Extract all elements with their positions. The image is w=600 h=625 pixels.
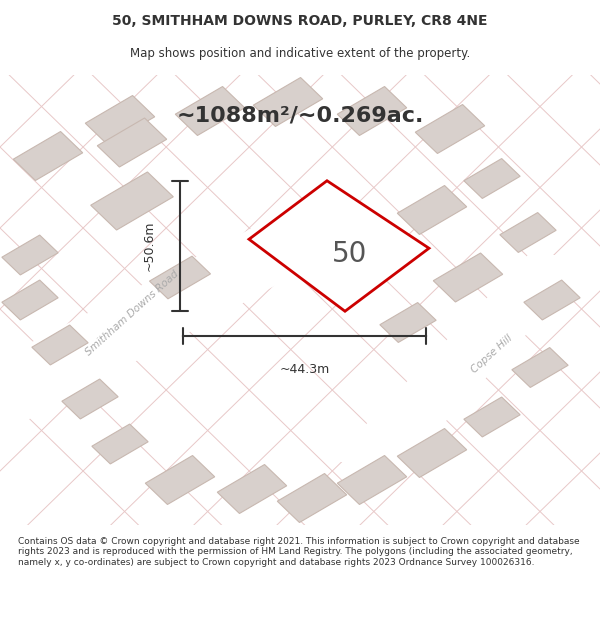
Polygon shape: [397, 429, 467, 478]
Text: ~50.6m: ~50.6m: [143, 221, 156, 271]
Polygon shape: [85, 96, 155, 144]
Text: Copse Hill: Copse Hill: [469, 333, 515, 375]
Polygon shape: [217, 464, 287, 514]
Text: ~44.3m: ~44.3m: [280, 363, 329, 376]
Polygon shape: [277, 474, 347, 522]
Polygon shape: [2, 235, 58, 275]
Polygon shape: [500, 213, 556, 253]
Polygon shape: [97, 118, 167, 167]
Polygon shape: [13, 131, 83, 181]
Polygon shape: [91, 172, 173, 230]
Polygon shape: [397, 186, 467, 234]
Polygon shape: [337, 86, 407, 136]
Polygon shape: [253, 78, 323, 126]
Text: 50, SMITHHAM DOWNS ROAD, PURLEY, CR8 4NE: 50, SMITHHAM DOWNS ROAD, PURLEY, CR8 4NE: [112, 14, 488, 28]
Polygon shape: [92, 424, 148, 464]
Polygon shape: [433, 253, 503, 302]
Polygon shape: [175, 86, 245, 136]
Text: Smithham Downs Road: Smithham Downs Road: [83, 269, 181, 358]
Polygon shape: [32, 325, 88, 365]
Polygon shape: [337, 456, 407, 504]
Polygon shape: [149, 256, 211, 299]
Text: Map shows position and indicative extent of the property.: Map shows position and indicative extent…: [130, 48, 470, 61]
Polygon shape: [249, 181, 429, 311]
Polygon shape: [524, 280, 580, 320]
Polygon shape: [415, 104, 485, 154]
Polygon shape: [330, 255, 600, 462]
Polygon shape: [145, 456, 215, 504]
Polygon shape: [2, 280, 58, 320]
Polygon shape: [464, 159, 520, 199]
Text: Contains OS data © Crown copyright and database right 2021. This information is : Contains OS data © Crown copyright and d…: [18, 537, 580, 567]
Text: ~1088m²/~0.269ac.: ~1088m²/~0.269ac.: [176, 106, 424, 126]
Polygon shape: [0, 179, 348, 435]
Polygon shape: [464, 397, 520, 437]
Polygon shape: [62, 379, 118, 419]
Text: 50: 50: [332, 240, 367, 268]
Polygon shape: [380, 302, 436, 343]
Polygon shape: [512, 348, 568, 388]
